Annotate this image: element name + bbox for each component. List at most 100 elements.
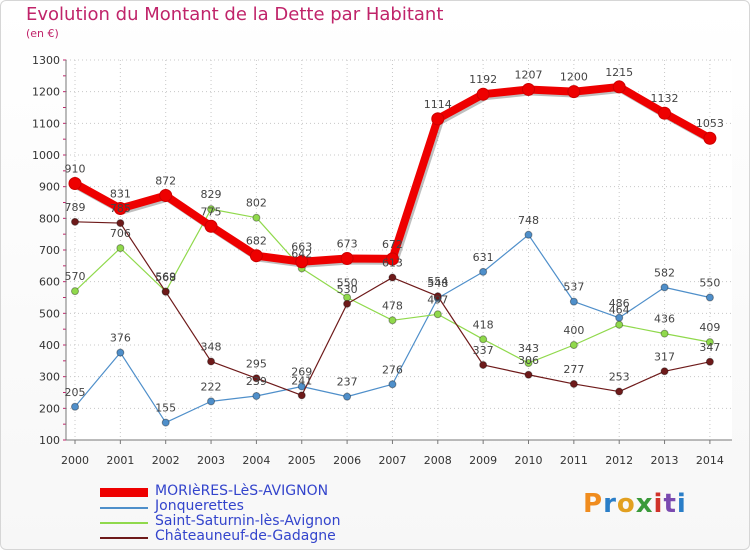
data-point-morieres bbox=[476, 87, 490, 101]
data-label-morieres: 1207 bbox=[515, 68, 543, 81]
data-point-morieres bbox=[658, 106, 672, 120]
data-label-jonquerettes: 486 bbox=[609, 297, 630, 310]
chart-subtitle: (en €) bbox=[26, 27, 59, 40]
data-label-chateauneuf: 554 bbox=[427, 275, 448, 288]
data-label-jonquerettes: 276 bbox=[382, 363, 403, 376]
y-tick-label: 600 bbox=[39, 276, 60, 289]
data-point-saint-saturnin bbox=[116, 244, 125, 253]
data-point-jonquerettes bbox=[161, 418, 170, 427]
data-label-saint-saturnin: 418 bbox=[473, 318, 494, 331]
data-point-saint-saturnin bbox=[615, 320, 624, 329]
data-label-chateauneuf: 789 bbox=[65, 201, 86, 214]
data-label-chateauneuf: 785 bbox=[110, 202, 131, 215]
x-tick-label: 2006 bbox=[333, 454, 361, 467]
data-point-chateauneuf bbox=[71, 217, 79, 226]
data-label-morieres: 673 bbox=[337, 238, 358, 251]
data-label-morieres: 1200 bbox=[560, 71, 588, 84]
logo-letter: i bbox=[676, 489, 687, 519]
x-tick-label: 2002 bbox=[152, 454, 180, 467]
y-tick-label: 1300 bbox=[32, 54, 60, 67]
proxiti-logo: Proxiti bbox=[583, 489, 687, 519]
data-point-chateauneuf bbox=[388, 273, 397, 282]
data-point-chateauneuf bbox=[479, 360, 488, 369]
x-tick-label: 2009 bbox=[469, 454, 497, 467]
data-point-chateauneuf bbox=[705, 357, 714, 366]
data-point-chateauneuf bbox=[116, 219, 125, 228]
logo-letter: t bbox=[663, 489, 677, 519]
data-label-chateauneuf: 317 bbox=[654, 350, 675, 363]
legend-swatch-jonquerettes bbox=[100, 507, 148, 509]
x-tick-label: 2003 bbox=[197, 454, 225, 467]
data-point-chateauneuf bbox=[524, 370, 533, 379]
x-tick-label: 2004 bbox=[242, 454, 270, 467]
data-label-chateauneuf: 241 bbox=[291, 374, 312, 387]
data-point-saint-saturnin bbox=[207, 205, 216, 214]
data-label-jonquerettes: 155 bbox=[155, 402, 176, 415]
data-point-saint-saturnin bbox=[569, 341, 578, 349]
data-label-chateauneuf: 337 bbox=[473, 344, 494, 357]
data-point-chateauneuf bbox=[660, 367, 669, 376]
data-label-saint-saturnin: 642 bbox=[291, 247, 312, 260]
y-tick-label: 500 bbox=[39, 307, 60, 320]
x-tick-label: 2005 bbox=[288, 454, 316, 467]
data-point-chateauneuf bbox=[615, 387, 624, 396]
x-tick-label: 2010 bbox=[515, 454, 543, 467]
data-label-jonquerettes: 205 bbox=[65, 386, 86, 399]
chart-title: Evolution du Montant de la Dette par Hab… bbox=[26, 4, 444, 25]
data-label-jonquerettes: 748 bbox=[518, 214, 539, 227]
data-label-saint-saturnin: 569 bbox=[155, 270, 176, 283]
data-point-morieres bbox=[159, 189, 173, 203]
data-point-saint-saturnin bbox=[388, 316, 397, 325]
y-tick-label: 200 bbox=[39, 402, 60, 415]
legend-label-chateauneuf: Châteauneuf-de-Gadagne bbox=[155, 528, 336, 544]
data-point-jonquerettes bbox=[71, 402, 79, 411]
data-point-jonquerettes bbox=[297, 382, 306, 391]
data-label-chateauneuf: 295 bbox=[246, 357, 267, 370]
data-point-chateauneuf bbox=[161, 287, 170, 296]
data-point-chateauneuf bbox=[569, 379, 578, 388]
y-tick-label: 400 bbox=[39, 339, 60, 352]
data-label-chateauneuf: 347 bbox=[699, 341, 720, 354]
x-tick-label: 2011 bbox=[560, 454, 588, 467]
logo-letter: x bbox=[635, 489, 654, 519]
data-point-chateauneuf bbox=[207, 357, 216, 366]
data-point-chateauneuf bbox=[252, 374, 261, 383]
data-point-morieres bbox=[385, 252, 399, 266]
x-tick-label: 2008 bbox=[424, 454, 452, 467]
data-label-morieres: 1132 bbox=[651, 92, 679, 105]
x-tick-label: 2013 bbox=[651, 454, 679, 467]
data-point-saint-saturnin bbox=[705, 338, 714, 347]
data-point-jonquerettes bbox=[207, 397, 216, 406]
y-tick-label: 900 bbox=[39, 181, 60, 194]
data-label-morieres: 672 bbox=[382, 238, 403, 251]
data-label-saint-saturnin: 409 bbox=[699, 321, 720, 334]
data-label-jonquerettes: 548 bbox=[427, 277, 448, 290]
data-label-saint-saturnin: 497 bbox=[427, 293, 448, 306]
y-tick-label: 300 bbox=[39, 371, 60, 384]
data-point-chateauneuf bbox=[343, 299, 352, 308]
data-point-morieres bbox=[204, 219, 218, 233]
legend-item-chateauneuf: Châteauneuf-de-Gadagne bbox=[100, 528, 380, 545]
logo-letter: o bbox=[616, 489, 636, 519]
legend-swatch-morieres bbox=[100, 488, 148, 497]
data-point-morieres bbox=[431, 112, 445, 126]
data-label-chateauneuf: 568 bbox=[155, 271, 176, 284]
y-tick-label: 1200 bbox=[32, 86, 60, 99]
data-label-morieres: 663 bbox=[291, 241, 312, 254]
data-label-chateauneuf: 253 bbox=[609, 371, 630, 384]
data-point-chateauneuf bbox=[297, 391, 306, 400]
data-label-saint-saturnin: 478 bbox=[382, 299, 403, 312]
legend-swatch-chateauneuf bbox=[100, 537, 148, 539]
data-label-morieres: 682 bbox=[246, 235, 267, 248]
data-label-saint-saturnin: 400 bbox=[563, 324, 584, 337]
data-label-jonquerettes: 269 bbox=[291, 365, 312, 378]
data-label-saint-saturnin: 706 bbox=[110, 227, 131, 240]
data-point-morieres bbox=[249, 249, 263, 263]
x-tick-label: 2001 bbox=[106, 454, 134, 467]
data-label-saint-saturnin: 570 bbox=[65, 270, 86, 283]
data-point-saint-saturnin bbox=[660, 329, 669, 338]
logo-letter: r bbox=[603, 489, 617, 519]
data-point-chateauneuf bbox=[433, 292, 442, 301]
data-label-morieres: 1114 bbox=[424, 98, 452, 111]
data-label-saint-saturnin: 802 bbox=[246, 197, 267, 210]
